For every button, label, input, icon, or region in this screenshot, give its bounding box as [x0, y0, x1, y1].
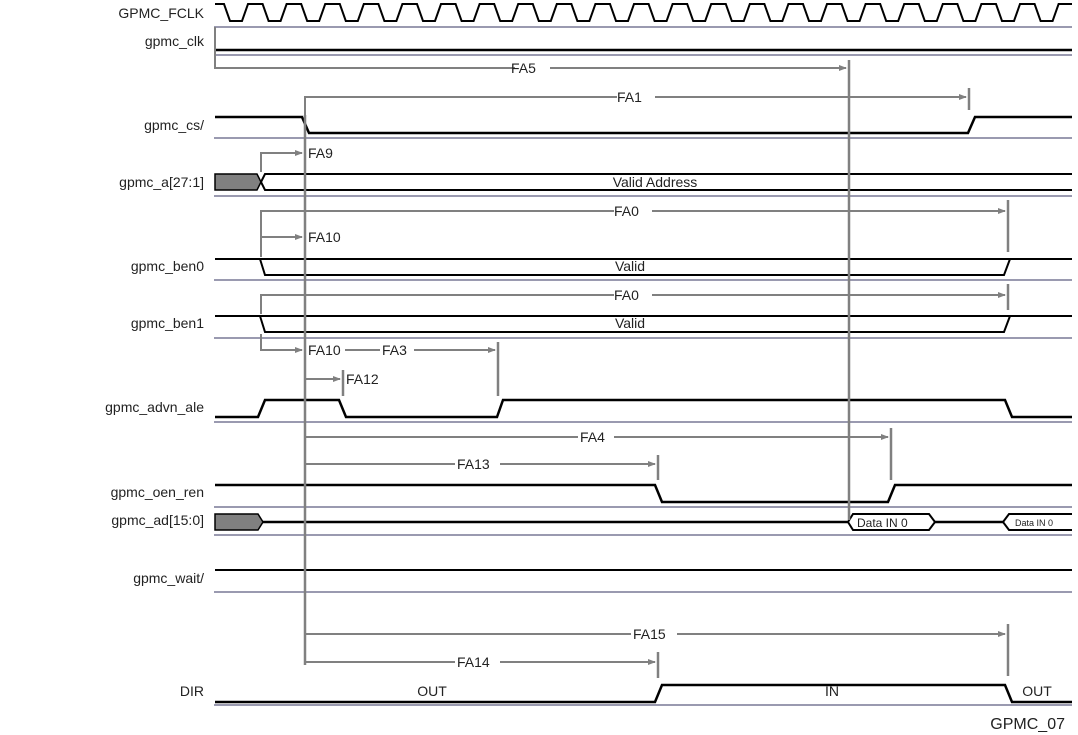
timing-label-fa1: FA1 — [617, 89, 642, 105]
timing-fa0-ben1 — [260, 295, 1005, 314]
timing-label-fa10-ben0: FA10 — [308, 229, 341, 245]
signal-label-advn: gpmc_advn_ale — [105, 399, 204, 415]
timing-label-fa9: FA9 — [308, 145, 333, 161]
waveform-ben0 — [259, 258, 1011, 276]
timing-label-fa10-ben1: FA10 — [308, 342, 341, 358]
waveform-oen — [215, 483, 1072, 504]
bus-value-ben1: Valid — [615, 315, 645, 331]
timing-label-fa3: FA3 — [382, 342, 407, 358]
waveform-cs — [215, 115, 1072, 135]
bus-value-ben0: Valid — [615, 258, 645, 274]
waveform-dir — [215, 683, 1072, 704]
dir-value-in: IN — [825, 683, 839, 699]
timing-annotations: FA5 FA1 FA9 FA0 FA10 FA0 FA10 FA3 FA12 F… — [214, 27, 1008, 678]
signal-label-a: gpmc_a[27:1] — [119, 174, 204, 190]
waveform-fclk — [215, 3, 1072, 22]
timing-label-fa4: FA4 — [580, 429, 605, 445]
signal-label-ad: gpmc_ad[15:0] — [111, 512, 204, 528]
timing-fa10-ben1 — [260, 334, 303, 353]
waveform-advn — [215, 398, 1072, 419]
timing-fa0-ben0 — [260, 211, 1005, 257]
signal-label-cs: gpmc_cs/ — [144, 117, 204, 133]
timing-label-fa0-ben0: FA0 — [614, 203, 639, 219]
timing-label-fa15: FA15 — [633, 626, 666, 642]
signal-label-clk: gpmc_clk — [145, 33, 205, 49]
timing-fa5 — [214, 27, 846, 68]
bus-value-data1: Data IN 0 — [857, 516, 908, 530]
dir-value-out1: OUT — [417, 683, 447, 699]
figure-id: GPMC_07 — [990, 716, 1065, 733]
row-separators — [214, 26, 1072, 706]
bus-value-address: Valid Address — [613, 174, 698, 190]
signal-label-ben0: gpmc_ben0 — [131, 258, 204, 274]
bus-invalid-a — [214, 173, 262, 191]
signal-label-ben1: gpmc_ben1 — [131, 315, 204, 331]
waveform-ben1 — [259, 315, 1011, 333]
timing-fa1 — [304, 97, 966, 115]
timing-label-fa14: FA14 — [457, 654, 490, 670]
timing-label-fa5: FA5 — [511, 60, 536, 76]
dir-value-out2: OUT — [1022, 683, 1052, 699]
bus-a — [259, 173, 1072, 191]
timing-fa9 — [260, 150, 303, 172]
signal-label-wait: gpmc_wait/ — [133, 570, 204, 586]
timing-label-fa0-ben1: FA0 — [614, 287, 639, 303]
bus-value-data2: Data IN 0 — [1015, 518, 1053, 528]
timing-label-fa12: FA12 — [346, 371, 379, 387]
signal-label-oen: gpmc_oen_ren — [111, 484, 204, 500]
signal-label-fclk: GPMC_FCLK — [118, 5, 204, 21]
bus-data-in-2 — [1001, 513, 1072, 531]
bus-data-in-1 — [846, 513, 937, 531]
timing-label-fa13: FA13 — [457, 456, 490, 472]
signal-label-dir: DIR — [180, 683, 204, 699]
bus-invalid-ad — [214, 513, 264, 531]
